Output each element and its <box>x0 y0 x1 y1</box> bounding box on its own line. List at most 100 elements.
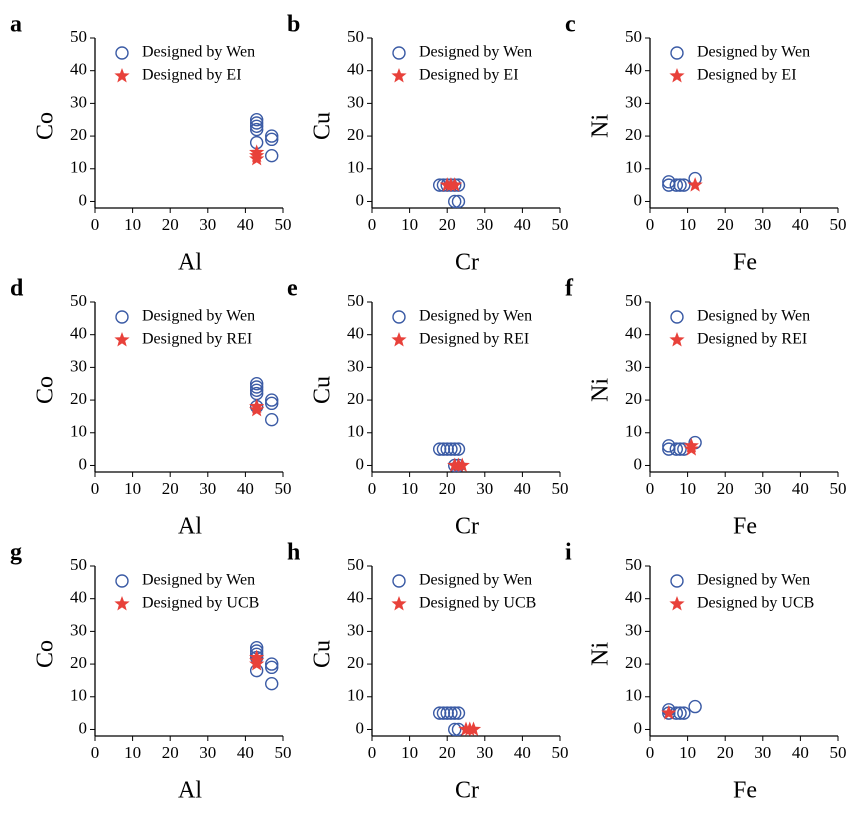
legend-label: Designed by Wen <box>142 44 255 61</box>
y-tick-label: 40 <box>70 60 87 79</box>
panel: c 0 10 20 30 40 50 0 10 20 30 40 50 Fe Ni Designed by W… <box>565 12 847 276</box>
y-tick-label: 20 <box>70 389 87 408</box>
x-tick-label: 40 <box>237 215 254 234</box>
circle-marker <box>677 178 691 192</box>
y-tick-label: 0 <box>634 718 643 737</box>
x-axis-label: Fe <box>733 514 757 540</box>
circle-marker <box>448 706 462 720</box>
x-axis-label: Cr <box>455 250 479 276</box>
legend-marker <box>669 596 685 611</box>
x-tick-label: 0 <box>368 215 377 234</box>
y-axis-label: Cu <box>310 376 336 404</box>
x-tick-label: 20 <box>439 743 456 762</box>
legend-label: Designed by Wen <box>142 572 255 589</box>
x-tick-label: 20 <box>162 743 179 762</box>
y-tick-label: 40 <box>70 588 87 607</box>
legend-label: Designed by Wen <box>697 572 810 589</box>
panel-label: g <box>10 540 22 566</box>
y-tick-label: 50 <box>347 27 364 46</box>
circle-marker <box>451 194 466 209</box>
y-axis-label: Co <box>33 376 59 404</box>
x-tick-label: 10 <box>679 479 696 498</box>
legend-marker <box>115 310 129 324</box>
circle-marker <box>432 706 447 720</box>
circle-marker <box>249 116 264 130</box>
x-axis-label: Fe <box>733 778 757 804</box>
x-tick-label: 10 <box>401 215 418 234</box>
y-tick-label: 20 <box>70 653 87 672</box>
legend-label: Designed by REI <box>142 331 252 348</box>
circle-marker <box>265 660 279 675</box>
x-tick-label: 40 <box>792 743 809 762</box>
legend-label: Designed by EI <box>697 67 797 84</box>
x-tick-label: 0 <box>91 479 100 498</box>
legend-marker <box>670 46 684 60</box>
circle-marker <box>440 706 454 720</box>
y-tick-label: 50 <box>70 555 87 574</box>
x-tick-label: 10 <box>124 479 141 498</box>
legend-marker <box>115 574 129 588</box>
y-tick-label: 0 <box>79 190 88 209</box>
y-tick-label: 20 <box>70 125 87 144</box>
y-tick-label: 0 <box>634 454 643 473</box>
legend-label: Designed by REI <box>419 331 529 348</box>
y-axis-label: Cu <box>310 640 336 668</box>
circle-marker <box>249 113 264 127</box>
x-tick-label: 40 <box>792 479 809 498</box>
x-tick-label: 30 <box>199 479 216 498</box>
x-tick-label: 0 <box>646 479 655 498</box>
circle-marker <box>673 706 687 720</box>
y-tick-label: 30 <box>625 356 642 375</box>
y-tick-label: 20 <box>625 653 642 672</box>
star-marker <box>447 177 463 192</box>
panel-label: i <box>565 540 572 566</box>
y-tick-label: 20 <box>347 389 364 408</box>
y-tick-label: 40 <box>625 60 642 79</box>
x-tick-label: 10 <box>401 479 418 498</box>
star-marker <box>683 437 699 453</box>
circle-marker <box>451 706 466 720</box>
y-tick-label: 40 <box>70 324 87 343</box>
x-tick-label: 40 <box>237 743 254 762</box>
y-tick-label: 10 <box>70 158 87 177</box>
legend-label: Designed by Wen <box>419 572 532 589</box>
legend-marker <box>391 332 407 347</box>
circle-marker <box>448 722 462 737</box>
circle-marker <box>451 442 466 456</box>
x-tick-label: 20 <box>439 479 456 498</box>
y-tick-label: 0 <box>356 190 365 209</box>
x-tick-label: 40 <box>514 215 531 234</box>
legend-marker <box>391 68 407 83</box>
legend-label: Designed by Wen <box>419 44 532 61</box>
x-axis-label: Cr <box>455 514 479 540</box>
y-tick-label: 50 <box>625 555 642 574</box>
y-axis-label: Ni <box>588 642 614 666</box>
legend-label: Designed by EI <box>142 67 242 84</box>
y-tick-label: 30 <box>347 92 364 111</box>
legend-label: Designed by Wen <box>142 308 255 325</box>
x-tick-label: 50 <box>275 479 292 498</box>
panel: e 0 10 20 30 40 50 0 10 20 30 40 50 Cr Cu Designed by W… <box>287 276 569 540</box>
circle-marker <box>448 442 462 456</box>
circle-marker <box>673 178 687 192</box>
x-axis-label: Fe <box>733 250 757 276</box>
x-tick-label: 30 <box>199 215 216 234</box>
x-tick-label: 50 <box>830 743 847 762</box>
y-tick-label: 0 <box>356 454 365 473</box>
y-tick-label: 10 <box>347 422 364 441</box>
x-tick-label: 30 <box>199 743 216 762</box>
legend-label: Designed by UCB <box>697 595 814 612</box>
panel: a 0 10 20 30 40 50 0 10 20 30 40 50 Al Co Designed by W… <box>10 12 292 276</box>
y-tick-label: 50 <box>625 291 642 310</box>
y-tick-label: 40 <box>347 60 364 79</box>
y-tick-label: 10 <box>347 158 364 177</box>
circle-marker <box>265 657 279 671</box>
y-axis-label: Ni <box>588 114 614 138</box>
circle-marker <box>669 178 684 192</box>
legend-marker <box>114 332 130 347</box>
y-tick-label: 30 <box>625 92 642 111</box>
star-marker <box>661 705 677 720</box>
circle-marker <box>677 706 691 720</box>
legend-marker <box>115 46 129 60</box>
x-tick-label: 50 <box>275 215 292 234</box>
